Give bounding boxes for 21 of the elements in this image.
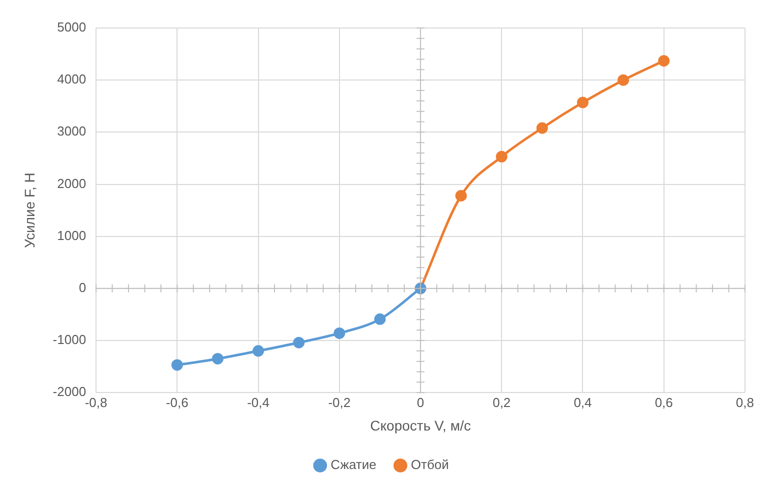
x-tick-label: 0,2 — [492, 394, 511, 410]
y-axis-title: Усилие F, Н — [21, 172, 38, 248]
x-tick-label: 0 — [416, 394, 424, 410]
y-tick-label: -1000 — [52, 332, 86, 348]
legend-label: Сжатие — [330, 457, 376, 472]
x-tick-label: -0,2 — [328, 394, 351, 410]
y-tick-label: 3000 — [57, 124, 86, 139]
y-tick-label: 2000 — [57, 176, 86, 191]
y-tick-label: -2000 — [52, 384, 86, 400]
y-tick-label: 4000 — [57, 72, 86, 87]
x-tick-label: -0,4 — [247, 394, 270, 410]
y-tick-label: 1000 — [57, 228, 86, 243]
x-tick-label: -0,8 — [84, 394, 108, 410]
x-axis-title: Скорость V, м/с — [370, 417, 471, 434]
y-tick-label: 0 — [78, 280, 86, 296]
x-tick-label: 0,6 — [654, 394, 673, 410]
legend-label: Отбой — [410, 457, 449, 472]
x-tick-label: -0,6 — [166, 394, 188, 410]
y-tick-label: 5000 — [57, 20, 86, 35]
x-tick-label: 0,8 — [736, 394, 754, 410]
x-tick-label: 0,4 — [574, 394, 592, 410]
